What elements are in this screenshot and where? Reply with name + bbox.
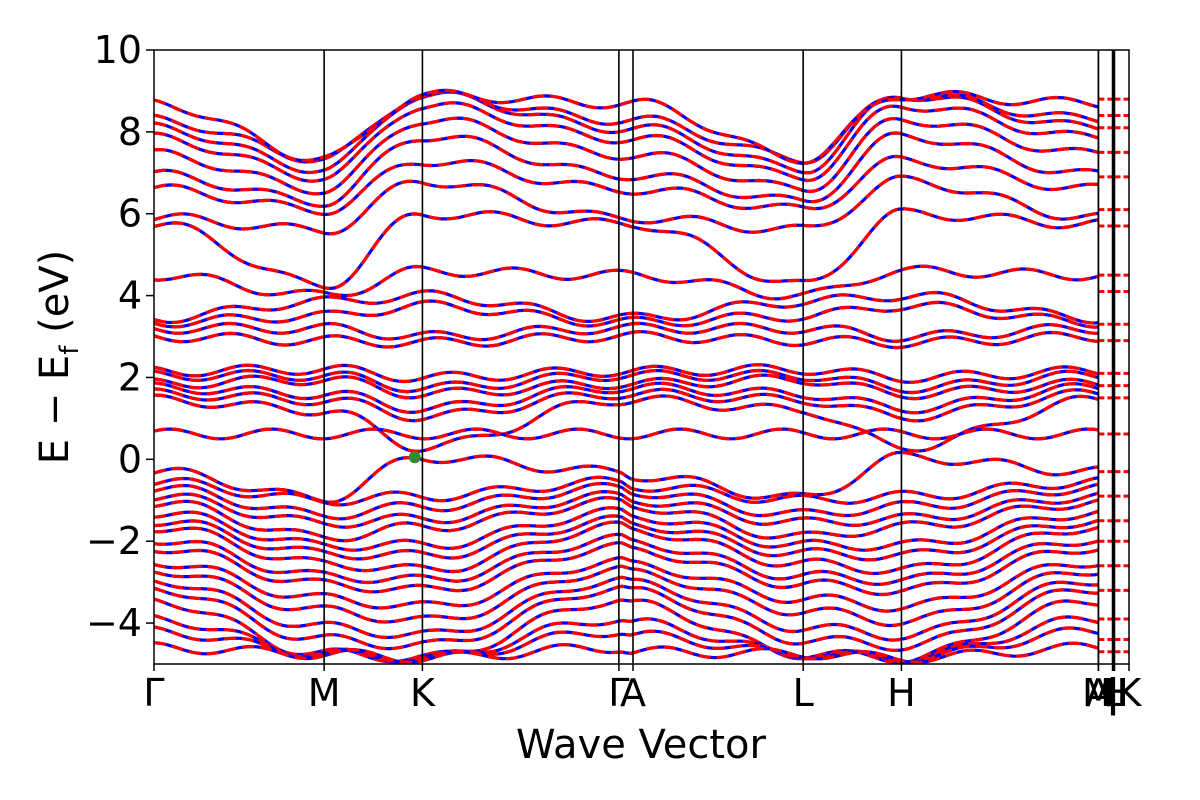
band-line-red bbox=[154, 520, 1099, 576]
band-line-red bbox=[154, 514, 1099, 562]
band-line-red bbox=[154, 381, 1099, 415]
band-line-red bbox=[154, 207, 1099, 291]
band-line-red bbox=[154, 496, 1099, 543]
band-line-blue bbox=[154, 393, 1099, 454]
y-tick-label: −4 bbox=[86, 601, 142, 645]
bands-layer bbox=[154, 88, 1129, 664]
y-axis-label-subscript: f bbox=[55, 345, 85, 355]
band-line-red bbox=[154, 264, 1099, 301]
x-tick-label: A bbox=[1085, 671, 1111, 715]
band-line-blue bbox=[154, 373, 1099, 401]
band-line-red bbox=[154, 584, 1099, 653]
x-tick-label: K bbox=[410, 671, 436, 715]
y-axis-ticks: 10 8 6 4 2 0 −2 −4 bbox=[86, 28, 154, 645]
x-tick-label: M bbox=[308, 671, 341, 715]
x-tick-label: L bbox=[793, 671, 814, 715]
band-line-red bbox=[154, 89, 1099, 165]
y-axis-label-main: E − E bbox=[32, 355, 78, 465]
x-tick-label: | bbox=[1107, 671, 1120, 716]
band-line-blue bbox=[154, 363, 1099, 384]
band-line-red bbox=[154, 481, 1099, 521]
band-line-blue bbox=[154, 174, 1099, 236]
band-line-red bbox=[154, 575, 1099, 642]
y-tick-label: 4 bbox=[118, 274, 142, 318]
y-axis-label-unit: (eV) bbox=[32, 250, 78, 346]
x-axis-ticks: Γ M K ΓA L H AM|L|HK bbox=[143, 664, 1143, 716]
x-tick-label: H bbox=[887, 671, 916, 715]
x-tick-label: | bbox=[1106, 671, 1119, 716]
band-line-blue bbox=[154, 641, 1099, 664]
high-symmetry-lines bbox=[323, 50, 1116, 664]
y-tick-label: 0 bbox=[118, 437, 142, 481]
x-tick-label: Γ bbox=[608, 671, 629, 715]
x-tick-label: M bbox=[1082, 671, 1115, 715]
x-tick-label: L bbox=[1103, 671, 1124, 715]
band-line-red bbox=[154, 532, 1099, 586]
band-line-red bbox=[154, 88, 1099, 166]
y-tick-label: 8 bbox=[118, 110, 142, 154]
y-tick-label: 6 bbox=[118, 192, 142, 236]
band-line-red bbox=[154, 101, 1099, 183]
band-line-blue bbox=[154, 368, 1099, 395]
band-line-red bbox=[154, 289, 1099, 325]
band-line-red bbox=[154, 555, 1099, 613]
y-tick-label: 10 bbox=[94, 28, 142, 72]
band-line-red bbox=[154, 387, 1099, 423]
x-tick-label: K bbox=[1117, 671, 1143, 715]
band-line-blue bbox=[154, 427, 1099, 441]
band-line-blue bbox=[154, 330, 1099, 350]
x-axis-label: Wave Vector bbox=[516, 722, 767, 768]
band-line-red bbox=[154, 131, 1099, 208]
band-line-red bbox=[154, 564, 1099, 628]
band-line-red bbox=[154, 506, 1099, 552]
band-line-red bbox=[154, 154, 1099, 217]
x-tick-label: A bbox=[620, 671, 646, 715]
band-line-red bbox=[154, 90, 1099, 175]
band-line-blue bbox=[154, 321, 1099, 343]
band-line-red bbox=[154, 541, 1099, 597]
x-tick-label: H bbox=[1100, 671, 1129, 715]
band-line-red bbox=[154, 597, 1099, 664]
band-line-blue bbox=[154, 299, 1099, 329]
band-line-red bbox=[154, 475, 1099, 507]
band-line-red bbox=[154, 116, 1099, 196]
band-line-red bbox=[154, 489, 1099, 529]
y-tick-label: 2 bbox=[118, 355, 142, 399]
plot-frame bbox=[153, 49, 1130, 665]
x-tick-label: Γ bbox=[143, 671, 164, 715]
y-axis-label: E − Ef (eV) bbox=[32, 250, 85, 465]
y-tick-label: −2 bbox=[86, 519, 142, 563]
vbm-marker bbox=[408, 451, 421, 464]
